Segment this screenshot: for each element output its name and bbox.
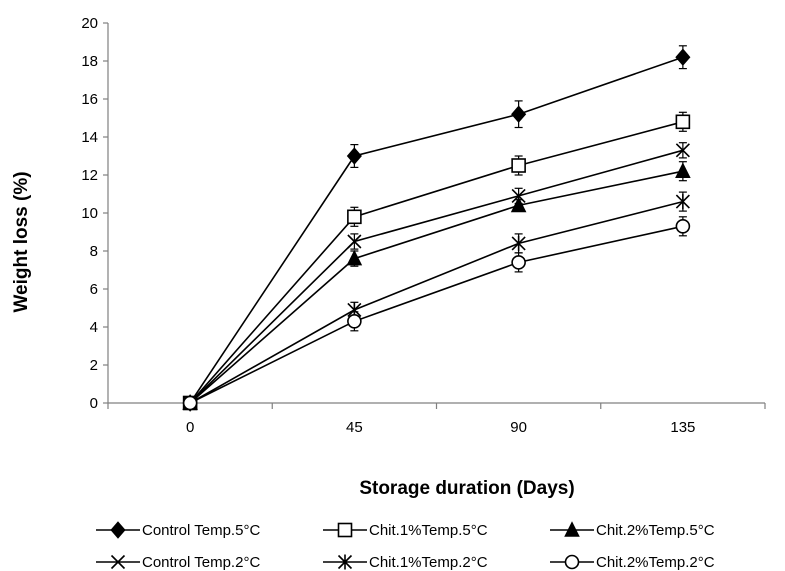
legend-label: Control Temp.5°C bbox=[142, 522, 260, 539]
series-1 bbox=[182, 111, 691, 411]
y-tick-label: 8 bbox=[90, 243, 98, 260]
y-tick-label: 16 bbox=[81, 91, 98, 108]
series-line bbox=[189, 170, 684, 404]
x-tick-label: 45 bbox=[346, 419, 363, 436]
data-point-square bbox=[675, 114, 691, 130]
x-axis-title: Storage duration (Days) bbox=[359, 478, 574, 499]
y-tick-label: 12 bbox=[81, 167, 98, 184]
x-axis: 0 45 90 135 bbox=[107, 402, 766, 436]
data-point-asterisk bbox=[511, 235, 526, 251]
data-point-triangle bbox=[564, 521, 580, 537]
legend-label: Chit.2%Temp.5°C bbox=[596, 522, 715, 539]
data-point-square bbox=[347, 209, 362, 225]
y-tick-label: 20 bbox=[81, 15, 98, 32]
data-point-square bbox=[511, 158, 526, 173]
legend-item-0: Control Temp.5°C bbox=[96, 521, 260, 539]
series-line bbox=[189, 200, 684, 404]
legend-label: Chit.1%Temp.2°C bbox=[369, 554, 488, 571]
legend-item-1: Chit.1%Temp.5°C bbox=[323, 522, 488, 539]
y-tick-label: 6 bbox=[90, 281, 98, 298]
series-0 bbox=[182, 45, 691, 412]
data-point-square bbox=[337, 522, 353, 538]
series-line bbox=[189, 56, 684, 404]
data-point-circle bbox=[511, 255, 526, 270]
x-tick-label: 0 bbox=[186, 419, 194, 436]
legend-label: Chit.2%Temp.2°C bbox=[596, 554, 715, 571]
y-tick-label: 14 bbox=[81, 129, 98, 146]
legend-item-5: Chit.2%Temp.2°C bbox=[550, 554, 715, 571]
series-5 bbox=[182, 216, 691, 411]
data-point-diamond bbox=[511, 105, 527, 123]
data-point-x bbox=[675, 143, 690, 158]
series-layer bbox=[182, 45, 691, 412]
y-tick-label: 2 bbox=[90, 357, 98, 374]
series-line bbox=[189, 149, 684, 404]
data-point-diamond bbox=[346, 147, 362, 165]
series-line bbox=[189, 121, 684, 404]
data-point-triangle bbox=[510, 196, 527, 213]
y-axis-title: Weight loss (%) bbox=[11, 171, 32, 312]
y-axis: 0 2 4 6 8 10 12 14 16 18 20 bbox=[81, 15, 109, 412]
legend-item-2: Chit.2%Temp.5°C bbox=[550, 521, 715, 539]
data-point-triangle bbox=[675, 162, 691, 178]
data-point-x bbox=[347, 234, 362, 249]
legend-label: Control Temp.2°C bbox=[142, 554, 260, 571]
data-point-circle bbox=[182, 395, 198, 411]
data-point-circle bbox=[675, 219, 691, 234]
data-point-triangle bbox=[346, 249, 363, 266]
x-tick-label: 90 bbox=[510, 419, 527, 436]
data-point-diamond bbox=[110, 521, 126, 539]
data-point-diamond bbox=[675, 48, 691, 66]
y-tick-label: 0 bbox=[90, 395, 98, 412]
series-4 bbox=[183, 191, 690, 411]
data-point-x bbox=[110, 554, 126, 570]
series-3 bbox=[183, 142, 690, 411]
legend-item-4: Chit.1%Temp.2°C bbox=[323, 554, 488, 571]
legend-label: Chit.1%Temp.5°C bbox=[369, 522, 488, 539]
data-point-asterisk bbox=[675, 194, 690, 210]
y-tick-label: 18 bbox=[81, 53, 98, 70]
legend: Control Temp.5°C Chit.1%Temp.5°C Chit.2%Te… bbox=[96, 521, 715, 571]
data-point-x bbox=[511, 188, 526, 203]
x-tick-label: 135 bbox=[670, 419, 695, 436]
y-tick-label: 10 bbox=[81, 205, 98, 222]
legend-item-3: Control Temp.2°C bbox=[96, 554, 260, 571]
data-point-circle bbox=[347, 313, 362, 329]
data-point-circle bbox=[564, 554, 580, 570]
series-2 bbox=[182, 161, 691, 410]
series-line bbox=[189, 225, 684, 404]
data-point-asterisk bbox=[337, 554, 353, 570]
y-tick-label: 4 bbox=[90, 319, 98, 336]
